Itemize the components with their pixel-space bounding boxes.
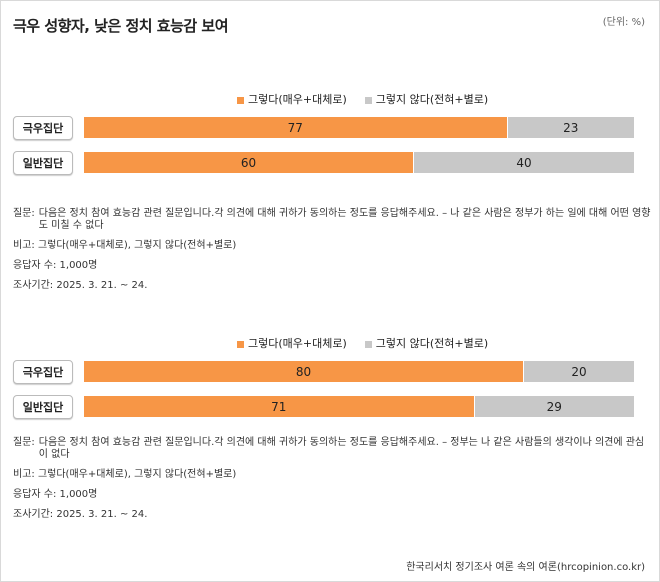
data-label: 80 [295,364,312,379]
chart-legend: 그렇다(매우+대체로) 그렇지 않다(전혀+별로) [237,91,488,107]
data-label: 40 [516,155,532,170]
category-label: 극우집단 [13,116,73,140]
chart-notes: 질문: 다음은 정치 참여 효능감 관련 질문입니다.각 의견에 대해 귀하가 동… [13,437,653,521]
question: 질문: 다음은 정치 참여 효능감 관련 질문입니다.각 의견에 대해 귀하가 동… [13,208,653,232]
question-text: 다음은 정치 참여 효능감 관련 질문입니다.각 의견에 대해 귀하가 동의하는… [38,437,645,460]
question: 질문: 다음은 정치 참여 효능감 관련 질문입니다.각 의견에 대해 귀하가 동… [13,437,653,461]
legend-item: 그렇지 않다(전혀+별로) [364,335,489,351]
question-text: 다음은 정치 참여 효능감 관련 질문입니다.각 의견에 대해 귀하가 동의하는… [38,208,651,231]
legend-item: 그렇지 않다(전혀+별로) [364,91,489,107]
category-label: 일반집단 [13,395,73,419]
legend-swatch [237,96,244,104]
survey-period: 조사기간: 2025. 3. 21. ~ 24. [13,509,148,520]
data-label: 77 [287,120,303,135]
bar-disagree: 40 [414,152,634,173]
bar-agree: 80 [84,361,523,382]
remark: 비고: 그렇다(매우+대체로), 그렇지 않다(전혀+별로) [13,469,237,480]
legend-label: 그렇지 않다(전혀+별로) [375,93,489,106]
legend-item: 그렇다(매우+대체로) [237,335,347,351]
bar-agree: 60 [84,152,413,173]
category-label: 일반집단 [13,151,73,175]
data-label: 71 [271,399,287,414]
bar-agree: 71 [84,396,474,417]
chart-legend: 그렇다(매우+대체로) 그렇지 않다(전혀+별로) [237,335,488,351]
unit-label: (단위: %) [602,17,645,28]
data-label: 20 [571,364,587,379]
data-label: 29 [546,399,562,414]
survey-period: 조사기간: 2025. 3. 21. ~ 24. [13,280,148,291]
page-title: 극우 성향자, 낮은 정치 효능감 보여 [13,17,229,35]
bar-disagree: 20 [524,361,634,382]
respondents: 응답자 수: 1,000명 [13,489,98,500]
legend-swatch [364,340,372,348]
legend-label: 그렇지 않다(전혀+별로) [375,337,489,350]
category-label: 극우집단 [13,360,73,384]
remark: 비고: 그렇다(매우+대체로), 그렇지 않다(전혀+별로) [13,240,237,251]
question-label: 질문: [13,437,35,448]
respondents: 응답자 수: 1,000명 [13,260,98,271]
legend-swatch [364,96,372,104]
bar-agree: 77 [84,117,507,138]
bar-disagree: 29 [474,396,634,417]
source-credit: 한국리서치 정기조사 여론 속의 여론(hrcopinion.co.kr) [406,562,645,573]
data-label: 23 [563,120,579,135]
legend-label: 그렇다(매우+대체로) [248,93,347,106]
bar-disagree: 23 [507,117,634,138]
data-label: 60 [240,155,257,170]
legend-label: 그렇다(매우+대체로) [248,337,347,350]
question-label: 질문: [13,208,35,219]
legend-item: 그렇다(매우+대체로) [237,91,347,107]
legend-swatch [237,340,244,348]
chart-notes: 질문: 다음은 정치 참여 효능감 관련 질문입니다.각 의견에 대해 귀하가 동… [13,208,653,292]
